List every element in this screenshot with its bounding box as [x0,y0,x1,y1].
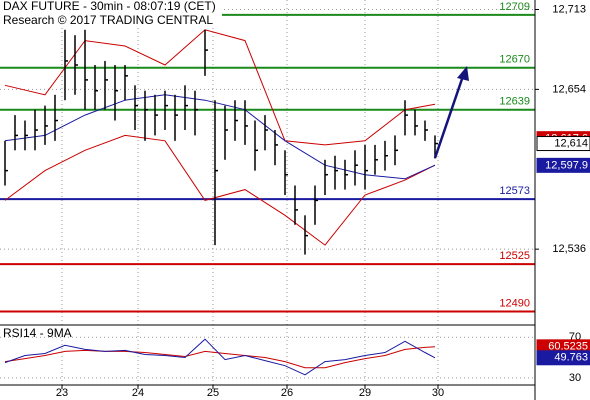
title-bg [0,0,222,28]
rsi-line [4,338,436,376]
x-tick-label: 23 [56,387,68,399]
y-tick-label: 12,713 [552,3,586,15]
price-marker [536,157,590,173]
level-label: 12709 [499,1,530,13]
x-tick-label: 26 [281,387,293,399]
x-tick-label: 30 [432,387,444,399]
level-label: 12490 [499,297,530,309]
y-tick-label: 12,536 [552,243,586,255]
price-marker-label: 12,614 [554,137,588,149]
x-tick-label: 25 [207,387,219,399]
y-tick-label: 30 [569,372,581,384]
price-marker-label: 60.5235 [548,341,588,353]
plot [0,13,535,376]
x-tick-label: 29 [359,387,371,399]
grid [0,0,535,385]
price-marker [536,350,590,366]
rsi-title: RSI14 - 9MA [3,326,72,340]
level-label: 12639 [499,96,530,108]
forecast-arrow [433,75,465,159]
arrow-head [457,66,469,81]
price-marker-label: 49.763 [554,352,588,364]
y-tick-label: 12,654 [552,83,586,95]
rsi-signal [4,346,436,369]
lower-band [4,134,436,246]
x-tick-label: 24 [132,387,144,399]
price-marker-label: 12,597.9 [545,159,588,171]
level-label: 12670 [499,54,530,66]
level-label: 12573 [499,185,530,197]
upper-band [4,29,436,146]
chart-title: DAX FUTURE - 30min - 08:07:19 (CET) [3,0,216,13]
chart-subtitle: Research © 2017 TRADING CENTRAL [3,13,213,27]
level-label: 12525 [499,250,530,262]
moving-average [4,94,436,180]
price-marker [536,136,590,152]
